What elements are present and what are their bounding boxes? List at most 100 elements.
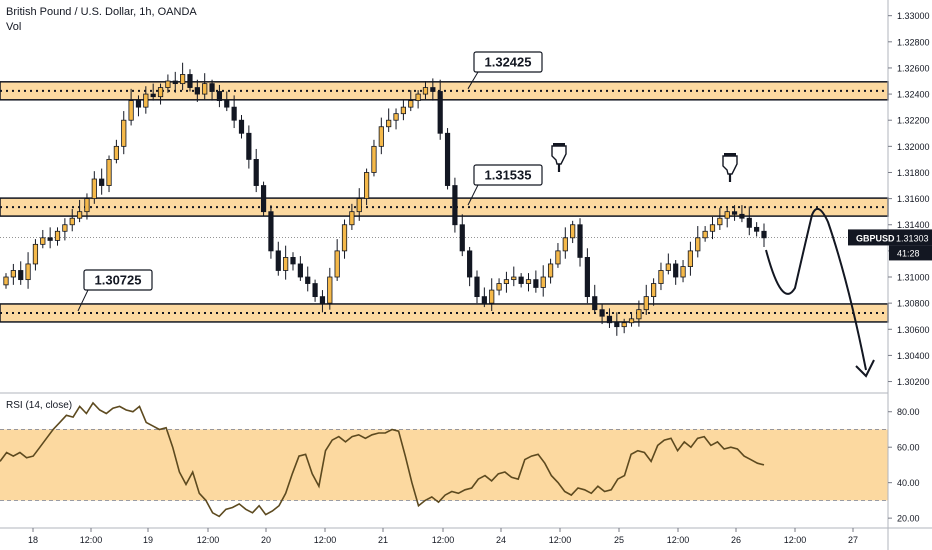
candle-body <box>695 237 701 252</box>
candle-body <box>584 257 590 298</box>
time-tick-label: 12:00 <box>197 535 220 545</box>
candle-body <box>143 93 149 108</box>
candle-body <box>99 178 105 186</box>
price-tick-label: 1.31400 <box>897 220 930 230</box>
candle-body <box>157 87 164 98</box>
candle-body <box>91 178 97 200</box>
candle-body <box>349 211 355 226</box>
candle-body <box>643 296 649 311</box>
candle-body <box>474 276 480 298</box>
candle-body <box>503 279 510 284</box>
candle-body <box>709 224 716 232</box>
time-tick-label: 12:00 <box>80 535 103 545</box>
candle-body <box>371 145 377 173</box>
candle-body <box>415 93 421 102</box>
candle-body <box>570 224 576 239</box>
time-tick-label: 20 <box>261 535 271 545</box>
candle-body <box>10 270 16 278</box>
candle-body <box>305 276 311 284</box>
candle-body <box>341 224 348 252</box>
candle-body <box>533 279 539 288</box>
time-axis[interactable]: 18 12:00 19 12:00 20 12:00 21 12:00 24 12:00 25 12:… <box>28 528 858 545</box>
candle-body <box>260 185 267 213</box>
candle-body <box>32 243 39 265</box>
candle-body <box>25 263 31 281</box>
candle-body <box>408 100 414 108</box>
projection-arrow <box>765 207 875 378</box>
candle-body <box>599 309 605 317</box>
candle-body <box>106 159 112 186</box>
zone-callout-label: 1.30725 <box>95 273 142 288</box>
time-tick-label: 12:00 <box>432 535 455 545</box>
candle-body <box>47 237 53 241</box>
rsi-band <box>0 429 888 501</box>
zone-callout-label: 1.31535 <box>485 168 532 183</box>
rsi-tick-label: 60.00 <box>897 443 920 453</box>
candle-body <box>717 217 723 226</box>
candle-body <box>18 270 24 281</box>
candlesticks <box>3 62 767 336</box>
candle-body <box>724 211 730 219</box>
candle-body <box>319 296 326 304</box>
candle-body <box>128 100 134 121</box>
volume-label: Vol <box>6 21 22 33</box>
projection-path <box>765 207 867 371</box>
zone-callout-box <box>473 164 543 186</box>
candle-body <box>489 289 495 304</box>
candle-body <box>54 230 61 241</box>
candle-body <box>84 198 90 213</box>
candle-body <box>194 87 200 95</box>
candle-body <box>665 263 671 271</box>
candle-body <box>606 315 613 324</box>
chart-header: British Pound / U.S. Dollar, 1h, OANDA V… <box>6 5 197 35</box>
price-tick-label: 1.32200 <box>897 116 930 126</box>
rsi-tick-label: 20.00 <box>897 514 920 524</box>
last-price-tag: GBPUSD 1.31303 41:28 <box>848 229 932 261</box>
candle-body <box>555 250 561 265</box>
candle-body <box>150 93 156 98</box>
candle-body <box>393 113 399 121</box>
candle-body <box>187 74 193 88</box>
candle-body <box>511 276 517 281</box>
zone-callout-label: 1.32425 <box>485 55 532 70</box>
candle-body <box>562 237 568 252</box>
candle-body <box>209 83 215 92</box>
symbol-title: British Pound / U.S. Dollar, 1h, OANDA <box>6 6 197 18</box>
rsi-tick-label: 40.00 <box>897 478 920 488</box>
candle-body <box>525 279 532 284</box>
time-tick-label: 12:00 <box>784 535 807 545</box>
candle-body <box>518 276 524 284</box>
hand-icons <box>551 143 738 182</box>
candle-body <box>651 283 657 298</box>
time-tick-label: 25 <box>614 535 624 545</box>
candle-body <box>327 276 333 304</box>
time-tick-label: 12:00 <box>314 535 337 545</box>
candle-body <box>658 270 664 284</box>
candle-body <box>283 257 289 271</box>
candle-body <box>614 322 620 328</box>
candle-body <box>202 83 208 95</box>
candle-body <box>496 283 502 291</box>
candle-body <box>246 132 252 160</box>
time-tick-label: 27 <box>848 535 858 545</box>
price-tick-label: 1.30600 <box>897 325 930 335</box>
rsi-tick-label: 80.00 <box>897 407 920 417</box>
rsi-label: RSI (14, close) <box>6 400 73 411</box>
symbol-tag: GBPUSD <box>856 233 895 243</box>
candle-body <box>680 266 686 278</box>
candle-body <box>3 276 9 286</box>
candle-body <box>577 224 583 258</box>
candle-body <box>687 250 694 267</box>
price-tick-label: 1.31800 <box>897 168 930 178</box>
candle-body <box>216 91 223 102</box>
last-price-value: 1.31303 <box>896 233 929 243</box>
candle-body <box>459 224 465 252</box>
candle-body <box>636 309 642 320</box>
time-tick-label: 19 <box>143 535 153 545</box>
price-tick-label: 1.30800 <box>897 299 930 309</box>
pointing-hand-icon <box>551 143 567 172</box>
candle-body <box>62 224 68 232</box>
candle-body <box>290 257 296 265</box>
